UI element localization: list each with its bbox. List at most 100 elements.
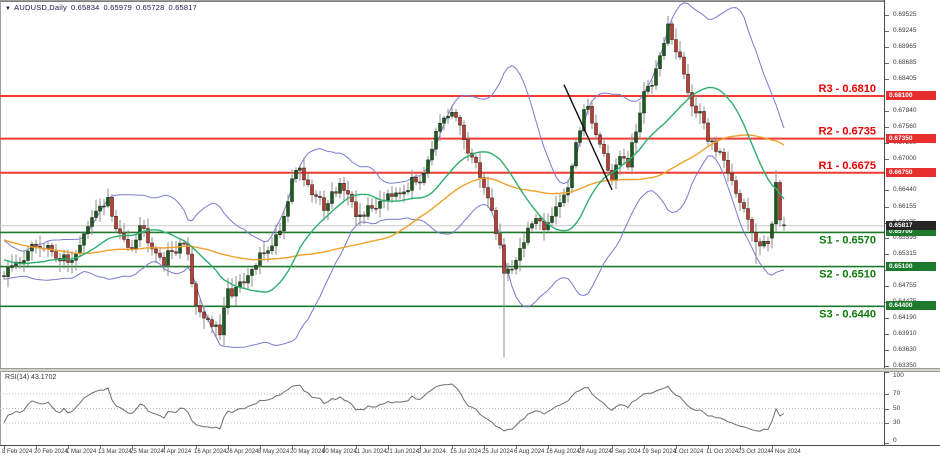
bear-candle	[474, 156, 478, 163]
bull-candle	[438, 122, 442, 132]
rsi-tick-label: 0	[893, 437, 897, 444]
price-tick-label: 0.63910	[893, 330, 917, 338]
chart-title: ▼ AUDUSD,Daily 0.65834 0.65979 0.65728 0.6581…	[5, 3, 197, 12]
bull-candle	[298, 167, 302, 171]
bull-candle	[526, 227, 530, 243]
rsi-tick-mark	[885, 408, 889, 410]
date-tick-label: 25 Mar 2024	[130, 449, 164, 455]
date-tick-label: 23 Oct 2024	[738, 449, 771, 455]
bull-candle	[26, 250, 30, 261]
bull-candle	[662, 43, 666, 56]
bull-candle	[574, 142, 578, 167]
date-tick-label: 6 Aug 2024	[514, 449, 545, 455]
bull-candle	[222, 307, 226, 336]
price-tick-label: 0.67840	[893, 106, 917, 114]
date-tick-mark	[772, 446, 773, 449]
bull-candle	[406, 190, 410, 193]
bull-candle	[426, 159, 430, 174]
date-tick-mark	[676, 446, 677, 449]
bull-candle	[90, 217, 94, 227]
bull-candle	[710, 140, 714, 143]
date-tick-mark	[68, 446, 69, 449]
bull-candle	[514, 260, 518, 270]
date-tick-mark	[484, 446, 485, 449]
trendline-annotation[interactable]	[563, 84, 613, 191]
date-tick-label: 13 Mar 2024	[98, 449, 132, 455]
bear-candle	[118, 228, 122, 234]
price-chart-canvas[interactable]: R3 - 0.6810 R2 - 0.6735 R1 - 0.6675 S1 - 0.…	[0, 0, 884, 368]
level-label-s3: S3 - 0.6440	[819, 308, 876, 320]
bear-candle	[50, 245, 54, 252]
price-tick-label: 0.67560	[893, 122, 917, 130]
bear-candle	[466, 139, 470, 154]
bear-candle	[218, 324, 222, 336]
bear-candle	[110, 197, 114, 217]
rsi-indicator-canvas[interactable]	[0, 372, 884, 445]
bull-candle	[82, 233, 86, 246]
price-tick-label: 0.65315	[893, 250, 917, 258]
bull-candle	[554, 206, 558, 217]
price-tick-mark	[885, 350, 889, 352]
bull-candle	[534, 218, 538, 224]
date-axis[interactable]: 8 Feb 2024 20 Feb 2024 1 Mar 2024 13 Mar 20…	[0, 445, 940, 459]
bull-candle	[10, 265, 14, 268]
bear-candle	[194, 283, 198, 306]
price-tick-mark	[885, 110, 889, 112]
bear-candle	[590, 106, 594, 124]
price-tick-mark	[885, 318, 889, 320]
bear-candle	[318, 196, 322, 198]
rsi-tick-label: 100	[893, 372, 904, 379]
bear-candle	[594, 122, 598, 135]
bull-candle	[282, 216, 286, 232]
price-tick-mark	[885, 238, 889, 240]
bear-candle	[486, 187, 490, 199]
date-tick-label: 20 Feb 2024	[34, 449, 68, 455]
bear-candle	[370, 205, 374, 209]
bear-candle	[130, 247, 134, 250]
bull-candle	[530, 223, 534, 229]
bear-candle	[746, 208, 750, 220]
price-tick-mark	[885, 270, 889, 272]
panel-splitter[interactable]	[0, 368, 940, 372]
bear-candle	[778, 182, 782, 221]
bear-candle	[598, 134, 602, 145]
price-tick-mark	[885, 254, 889, 256]
price-axis[interactable]: 0.69525 0.69245 0.68965 0.68685 0.68405 0.678…	[884, 0, 940, 445]
date-tick-mark	[36, 446, 37, 449]
level-label-s2: S2 - 0.6510	[819, 269, 876, 281]
bear-candle	[482, 177, 486, 188]
bear-candle	[682, 56, 686, 75]
date-tick-mark	[516, 446, 517, 449]
price-tick-label: 0.68685	[893, 58, 917, 66]
date-tick-label: 4 Nov 2024	[770, 449, 801, 455]
bull-candle	[46, 245, 50, 249]
bull-candle	[386, 193, 390, 201]
date-tick-mark	[452, 446, 453, 449]
bear-candle	[782, 224, 786, 227]
level-price-tag-r2: 0.67350	[886, 133, 936, 143]
date-tick-mark	[228, 446, 229, 449]
bear-candle	[182, 242, 186, 245]
bear-candle	[454, 112, 458, 118]
price-tick-mark	[885, 334, 889, 336]
bear-candle	[170, 250, 174, 252]
price-tick-mark	[885, 286, 889, 288]
bear-candle	[766, 240, 770, 245]
bull-candle	[762, 240, 766, 247]
bull-candle	[134, 239, 138, 250]
bear-candle	[670, 23, 674, 40]
price-tick-label: 0.66155	[893, 202, 917, 210]
bear-candle	[458, 117, 462, 126]
price-tick-mark	[885, 366, 889, 367]
bull-candle	[654, 68, 658, 86]
bear-candle	[734, 180, 738, 194]
bull-candle	[450, 112, 454, 117]
bear-candle	[114, 215, 118, 230]
bull-candle	[614, 164, 618, 181]
bear-candle	[706, 122, 710, 142]
date-tick-mark	[708, 446, 709, 449]
bull-candle	[566, 187, 570, 196]
high-quote: 0.65979	[103, 3, 132, 12]
date-tick-mark	[4, 446, 5, 449]
bull-candle	[98, 205, 102, 212]
